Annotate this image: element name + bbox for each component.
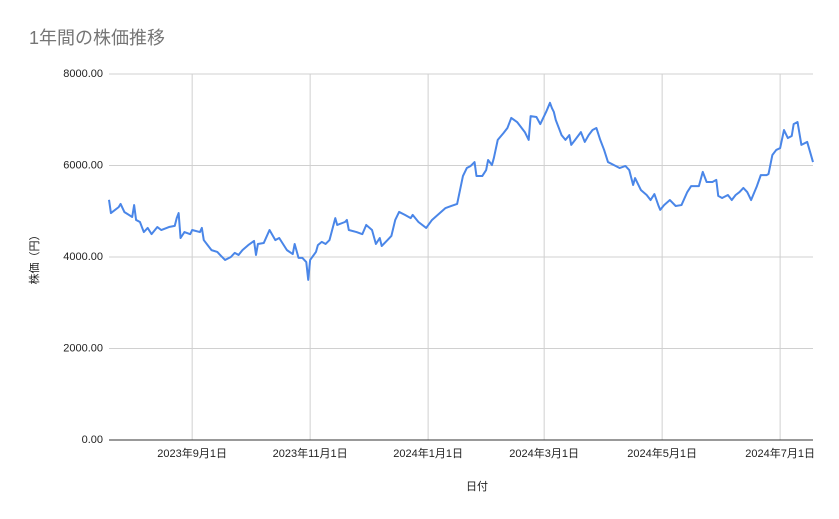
x-tick-label: 2023年9月1日 <box>157 446 227 460</box>
x-tick-label: 2023年11月1日 <box>273 446 348 460</box>
x-tick-label: 2024年7月1日 <box>745 446 815 460</box>
x-tick-label: 2024年5月1日 <box>627 446 697 460</box>
y-tick-label: 0.00 <box>82 434 103 446</box>
y-tick-label: 2000.00 <box>63 342 103 354</box>
price-line <box>108 101 814 281</box>
y-tick-label: 8000.00 <box>63 68 103 80</box>
x-tick-label: 2024年3月1日 <box>509 446 579 460</box>
chart-title: 1年間の株価推移 <box>29 28 165 48</box>
y-axis-label: 株価（円） <box>27 230 41 285</box>
x-tick-label: 2024年1月1日 <box>393 446 463 460</box>
x-axis-label: 日付 <box>466 480 488 493</box>
y-tick-label: 4000.00 <box>63 251 103 263</box>
y-tick-label: 6000.00 <box>63 159 103 171</box>
